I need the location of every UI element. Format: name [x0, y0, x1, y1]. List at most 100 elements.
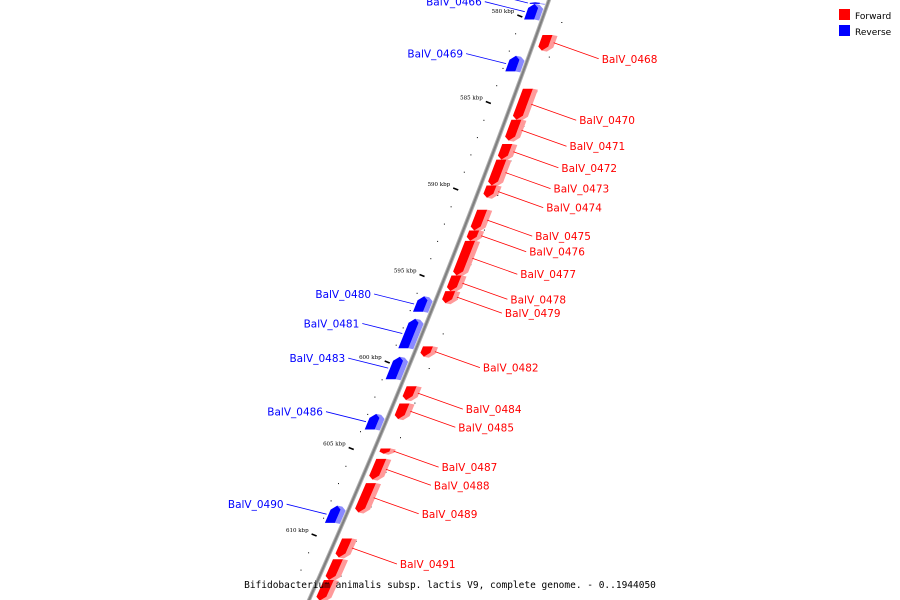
gene-arrow-body [324, 505, 341, 523]
legend: Forward Reverse [839, 9, 892, 38]
gene-label[interactable]: BalV_0477 [520, 269, 576, 281]
gene-arrow-body [505, 55, 520, 72]
gene-arrow[interactable] [379, 448, 396, 455]
gene-label[interactable]: BalV_0485 [458, 422, 514, 434]
minor-tick [409, 310, 411, 312]
gene-arrow-body [420, 346, 433, 357]
gene-label[interactable]: BalV_0466 [426, 0, 482, 9]
gene-arrow[interactable] [442, 291, 461, 305]
gene-arrow-body [325, 559, 343, 580]
tick-label: 585 kbp [460, 96, 483, 102]
gene-arrow[interactable] [324, 505, 346, 524]
gene-arrow-body [538, 35, 553, 51]
tick-label: 600 kbp [359, 355, 382, 361]
gene-arrow[interactable] [505, 119, 527, 142]
gene-label-leader [487, 219, 533, 237]
gene-arrow[interactable] [529, 2, 545, 5]
gene-label-leader [325, 411, 367, 423]
gene-label[interactable]: BalV_0489 [422, 509, 478, 521]
gene-arrow-side [408, 318, 424, 350]
minor-tick [292, 586, 294, 588]
gene-label[interactable]: BalV_0482 [483, 363, 539, 375]
gene-arrow[interactable] [398, 318, 424, 350]
legend-item-reverse[interactable]: Reverse [839, 25, 892, 38]
gene-arrow-body [470, 209, 488, 231]
gene-label[interactable]: BalV_0479 [505, 308, 561, 320]
gene-arrow[interactable] [466, 230, 485, 242]
gene-arrow[interactable] [364, 413, 385, 431]
gene-arrow[interactable] [385, 356, 409, 381]
gene-arrow[interactable] [325, 559, 348, 581]
gene-label[interactable]: BalV_0488 [434, 480, 490, 492]
gene-arrow-body [488, 159, 507, 186]
gene-label[interactable]: BalV_0486 [267, 407, 323, 419]
gene-label-layer: BalV_0466BalV_0467BalV_0468BalV_0469BalV… [228, 0, 658, 571]
gene-arrow[interactable] [402, 386, 422, 402]
gene-arrow-body [369, 458, 387, 480]
gene-arrow[interactable] [335, 538, 358, 559]
gene-arrow-side [534, 3, 544, 21]
gene-arrow[interactable] [413, 296, 433, 313]
minor-tick [470, 154, 472, 156]
gene-label[interactable]: BalV_0470 [579, 115, 635, 127]
gene-arrow-body [483, 185, 497, 198]
gene-arrow[interactable] [524, 3, 544, 21]
gene-label[interactable]: BalV_0469 [407, 49, 463, 61]
gene-label[interactable]: BalV_0476 [529, 247, 585, 259]
gene-label[interactable]: BalV_0484 [466, 404, 522, 416]
gene-arrow-body [446, 275, 462, 292]
gene-label[interactable]: BalV_0473 [554, 184, 610, 196]
gene-arrow[interactable] [512, 88, 538, 121]
gene-arrow[interactable] [446, 275, 467, 293]
gene-arrow[interactable] [488, 159, 512, 187]
tick-label: 595 kbp [394, 269, 417, 275]
gene-label[interactable]: BalV_0472 [561, 163, 617, 175]
gene-label[interactable]: BalV_0483 [289, 353, 345, 365]
legend-swatch-reverse [839, 25, 850, 36]
gene-arrow[interactable] [420, 346, 438, 358]
gene-arrow[interactable] [355, 483, 381, 514]
gene-arrow-side [395, 356, 409, 381]
gene-arrow[interactable] [470, 209, 493, 232]
gene-arrow-side [508, 119, 527, 142]
gene-label-leader [434, 351, 481, 368]
gene-arrow-side [406, 386, 422, 402]
gene-label[interactable]: BalV_0468 [602, 54, 658, 66]
gene-arrow-side [535, 2, 545, 5]
gene-label-leader [481, 235, 527, 253]
gene-arrow[interactable] [538, 35, 558, 52]
major-tick [311, 533, 317, 537]
minor-tick [502, 67, 504, 69]
gene-arrow-body [335, 538, 353, 558]
major-tick [348, 446, 354, 451]
minor-tick [483, 119, 485, 121]
gene-arrow-side [470, 230, 485, 242]
gene-label[interactable]: BalV_0480 [315, 289, 371, 301]
gene-label-leader [373, 497, 419, 515]
minor-tick [330, 500, 332, 502]
gene-arrow[interactable] [497, 144, 518, 161]
gene-arrow-side [486, 185, 502, 199]
gene-arrow[interactable] [394, 403, 415, 421]
gene-arrow[interactable] [316, 580, 339, 600]
gene-label[interactable]: BalV_0490 [228, 499, 284, 511]
gene-arrow[interactable] [483, 185, 502, 199]
gene-label[interactable]: BalV_0491 [400, 559, 456, 571]
gene-label[interactable]: BalV_0475 [535, 231, 591, 243]
gene-label[interactable]: BalV_0471 [570, 141, 626, 153]
gene-label-leader [505, 172, 551, 189]
gene-arrow[interactable] [369, 458, 392, 481]
major-tick [384, 360, 390, 364]
gene-arrow-side [450, 275, 467, 293]
gene-label[interactable]: BalV_0487 [442, 462, 498, 474]
minor-tick [345, 465, 347, 467]
gene-label[interactable]: BalV_0474 [546, 203, 602, 215]
gene-label[interactable]: BalV_0481 [304, 319, 360, 331]
minor-tick [561, 22, 563, 23]
gene-arrow[interactable] [505, 55, 525, 73]
gene-arrow-body [385, 356, 404, 380]
legend-item-forward[interactable]: Forward [839, 9, 891, 22]
gene-label[interactable]: BalV_0478 [510, 294, 566, 306]
gene-arrow[interactable] [453, 240, 481, 277]
minor-tick [476, 137, 478, 139]
